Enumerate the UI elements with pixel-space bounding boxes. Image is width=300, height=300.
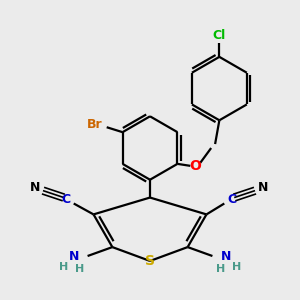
Text: H: H: [59, 262, 68, 272]
Text: N: N: [68, 250, 79, 263]
Text: N: N: [30, 181, 40, 194]
Text: C: C: [61, 193, 70, 206]
Text: C: C: [228, 193, 237, 206]
Text: O: O: [189, 159, 201, 173]
Text: H: H: [216, 264, 225, 274]
Text: S: S: [145, 254, 155, 268]
Text: Br: Br: [87, 118, 103, 131]
Text: H: H: [75, 264, 84, 274]
Text: N: N: [258, 181, 268, 194]
Text: N: N: [221, 250, 232, 263]
Text: H: H: [232, 262, 241, 272]
Text: Cl: Cl: [213, 28, 226, 42]
